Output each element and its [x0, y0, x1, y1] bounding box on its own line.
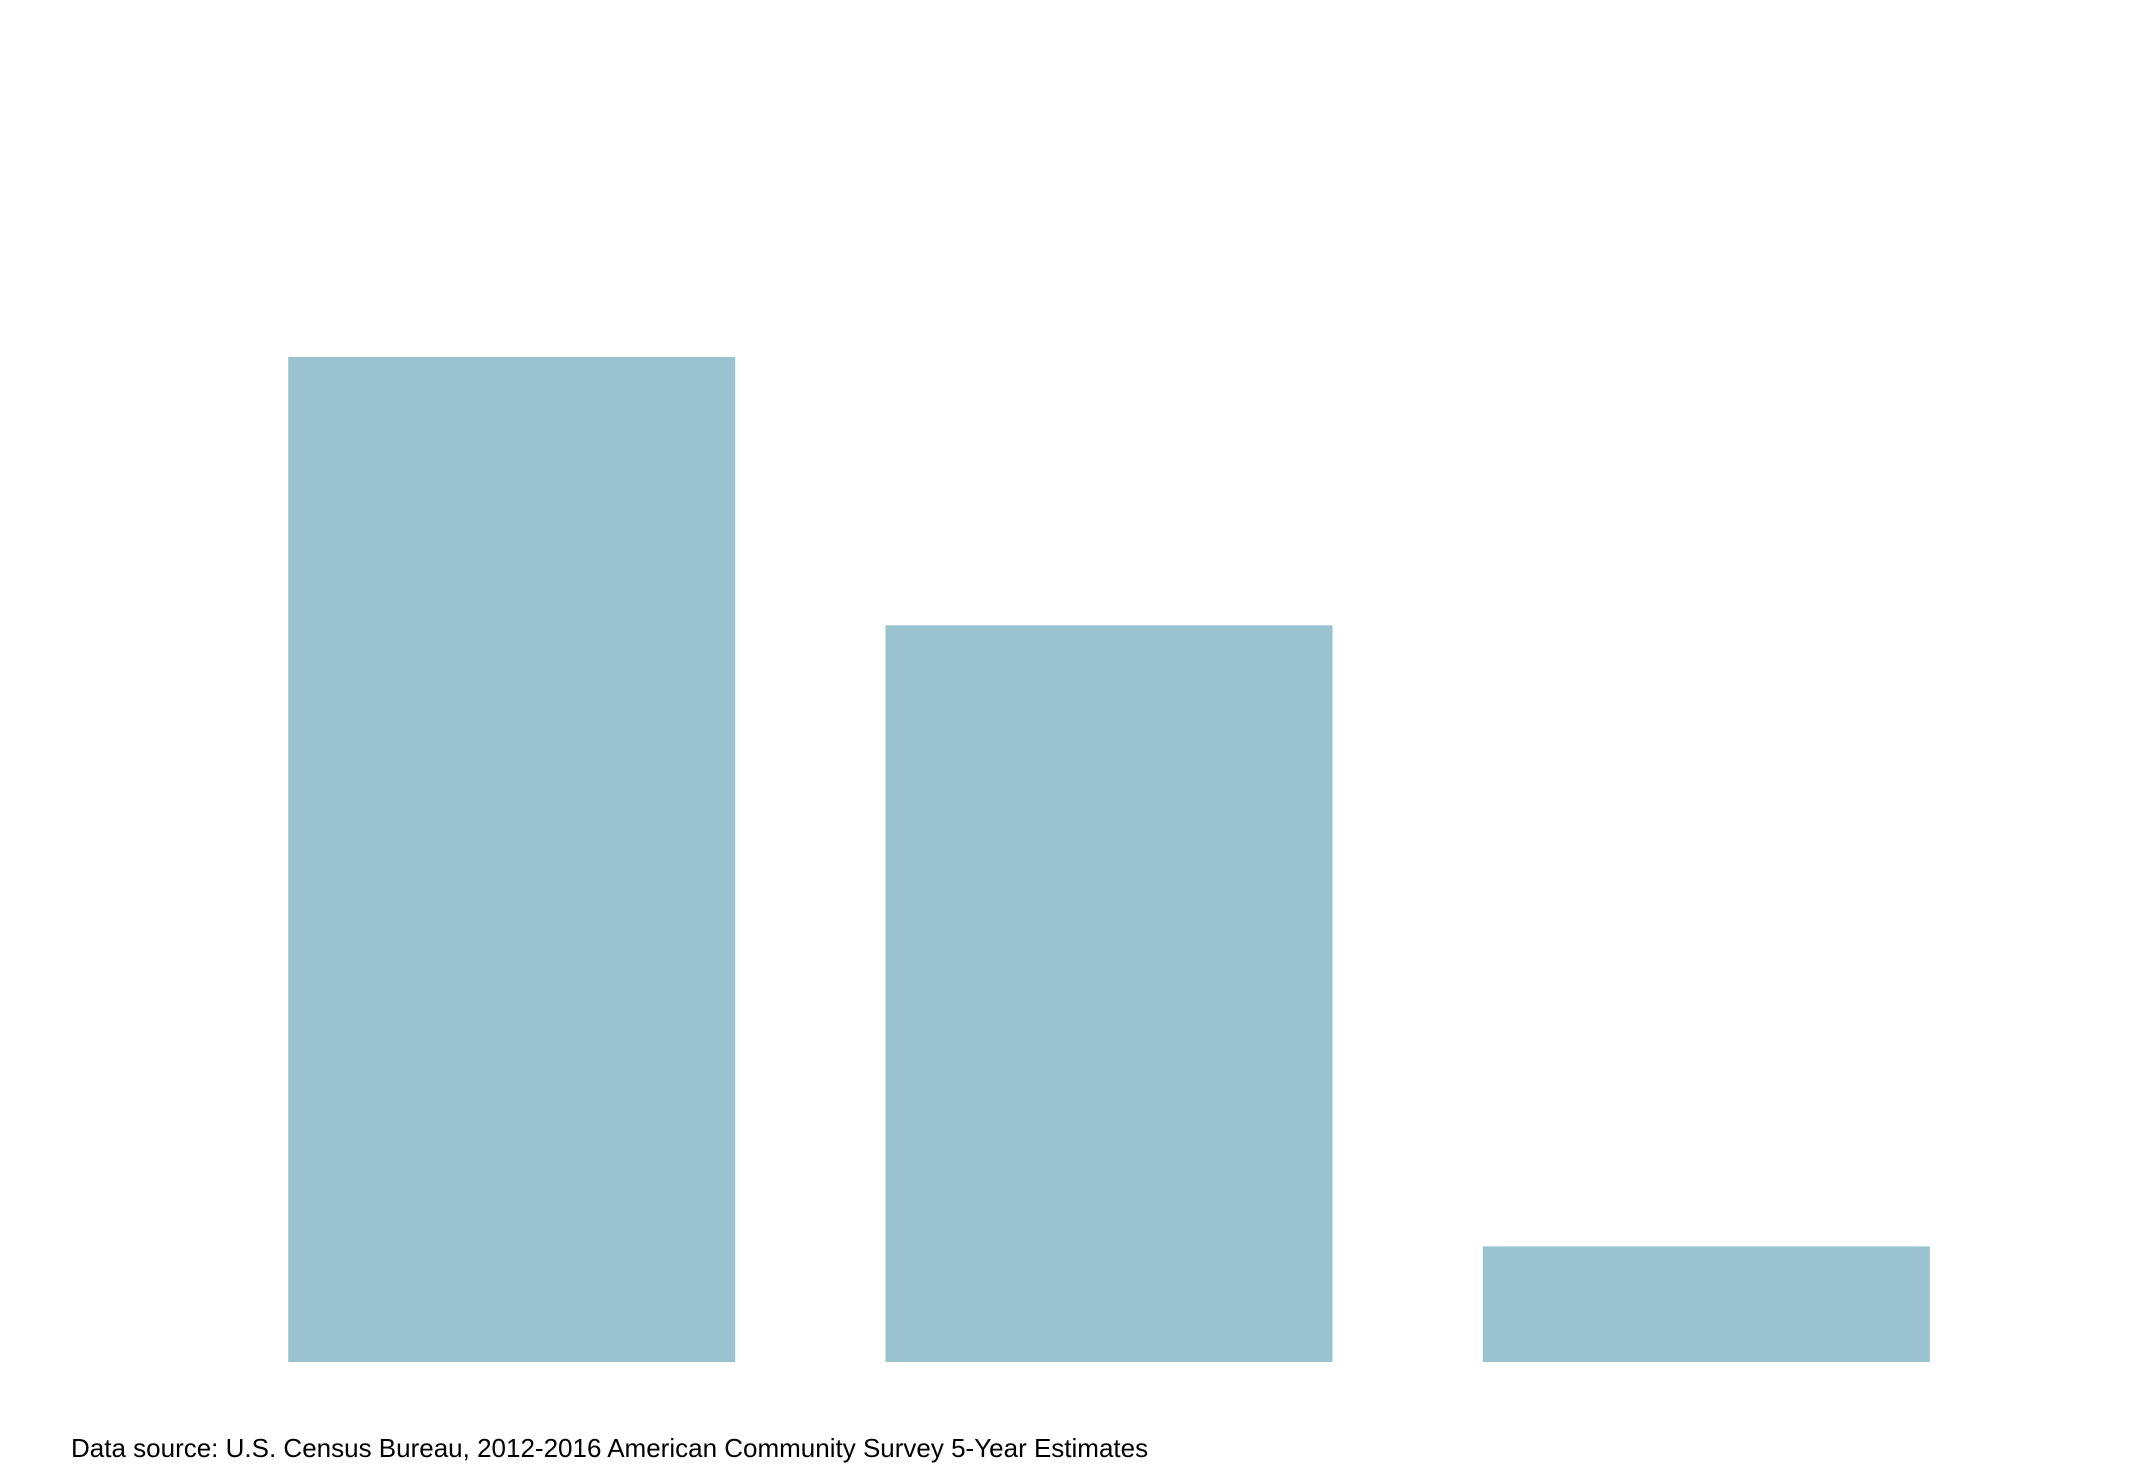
- bar-3: [1482, 1246, 1930, 1362]
- bars-group: [288, 357, 1930, 1362]
- bar-2: [885, 625, 1333, 1362]
- data-source-note: Data source: U.S. Census Bureau, 2012-20…: [71, 1433, 1149, 1463]
- bar-1: [288, 357, 736, 1362]
